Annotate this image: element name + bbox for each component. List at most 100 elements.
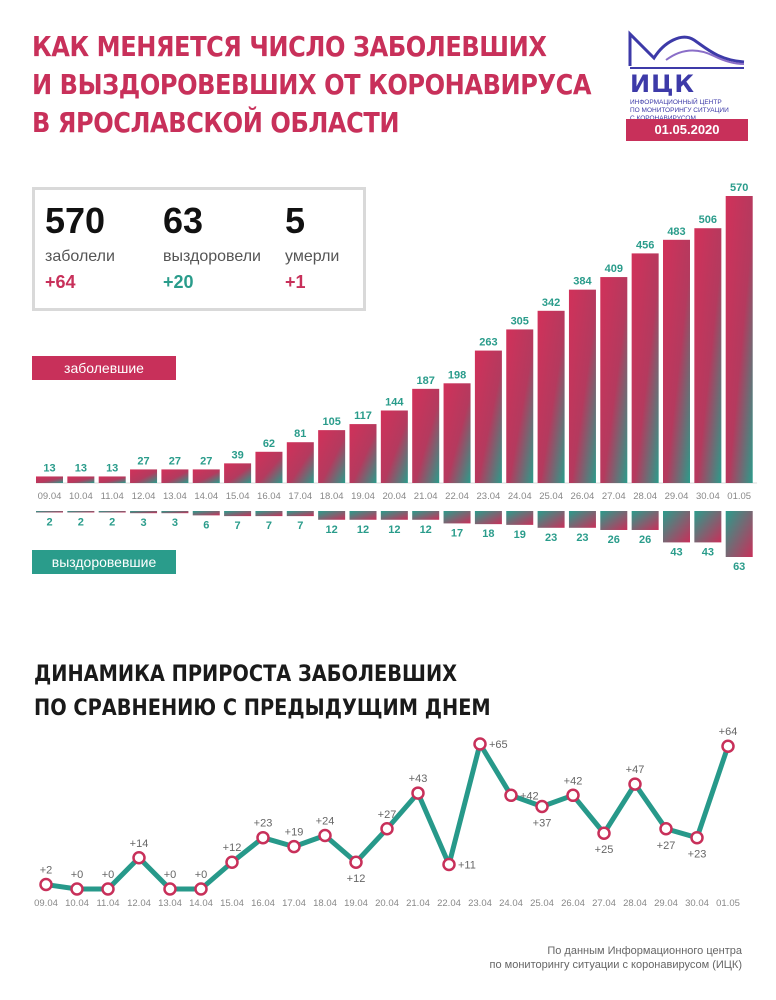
date-tick-24.04: 24.04 bbox=[508, 491, 532, 502]
growth-label-22.04: +11 bbox=[458, 859, 476, 871]
recovered-bar-18.04 bbox=[318, 511, 346, 520]
recovered-value-label-13.04: 3 bbox=[172, 517, 178, 529]
point-25.04 bbox=[535, 799, 549, 814]
infected-bar-24.04 bbox=[506, 329, 534, 483]
stat-recovered: 63 выздоровели +20 bbox=[163, 198, 261, 294]
point-14.04 bbox=[194, 882, 208, 896]
recovered-value-label-12.04: 3 bbox=[140, 517, 146, 529]
infected-value-label-09.04: 13 bbox=[43, 462, 55, 474]
infected-bar-15.04 bbox=[224, 463, 252, 483]
infected-value-label-25.04: 342 bbox=[542, 297, 560, 309]
recovered-bar-25.04 bbox=[537, 511, 565, 528]
infected-value-label-13.04: 27 bbox=[169, 455, 181, 467]
growth-label-27.04: +25 bbox=[595, 844, 614, 856]
line-chart-title-line-1: ДИНАМИКА ПРИРОСТА ЗАБОЛЕВШИХ bbox=[34, 662, 458, 687]
infected-value-label-28.04: 456 bbox=[636, 239, 654, 251]
line-date-tick-01.05: 01.05 bbox=[716, 898, 740, 909]
recovered-value-label-17.04: 7 bbox=[297, 520, 303, 532]
infected-bar-20.04 bbox=[380, 410, 408, 483]
infected-value-label-01.05: 570 bbox=[730, 182, 748, 194]
recovered-bar-20.04 bbox=[380, 511, 408, 520]
recovered-bar-17.04 bbox=[286, 511, 314, 517]
growth-label-01.05: +64 bbox=[719, 726, 738, 738]
infected-value-label-11.04: 13 bbox=[106, 462, 118, 474]
infected-value-label-22.04: 198 bbox=[448, 369, 466, 381]
page-title: КАК МЕНЯЕТСЯ ЧИСЛО ЗАБОЛЕВШИХ И ВЫЗДОРОВ… bbox=[32, 28, 591, 142]
recovered-value: 63 bbox=[163, 200, 204, 241]
point-01.05 bbox=[721, 739, 735, 753]
line-date-tick-15.04: 15.04 bbox=[220, 898, 244, 909]
line-date-tick-12.04: 12.04 bbox=[127, 898, 151, 909]
infected-bar-22.04 bbox=[443, 383, 471, 483]
infected-bar-19.04 bbox=[349, 424, 377, 483]
line-date-tick-10.04: 10.04 bbox=[65, 898, 89, 909]
recovered-bar-28.04 bbox=[631, 511, 659, 530]
infected-value-label-17.04: 81 bbox=[294, 428, 306, 440]
infected-bar-09.04 bbox=[36, 476, 63, 483]
line-date-tick-26.04: 26.04 bbox=[561, 898, 585, 909]
point-12.04 bbox=[132, 851, 146, 865]
date-tick-27.04: 27.04 bbox=[602, 491, 626, 502]
recovered-bar-12.04 bbox=[130, 511, 158, 514]
date-tick-29.04: 29.04 bbox=[665, 491, 689, 502]
point-13.04 bbox=[163, 882, 177, 896]
point-18.04 bbox=[318, 828, 332, 843]
recovered-value-label-27.04: 26 bbox=[608, 534, 620, 546]
growth-label-30.04: +23 bbox=[688, 849, 707, 861]
recovered-bar-23.04 bbox=[474, 511, 502, 525]
infected-bar-28.04 bbox=[631, 253, 659, 483]
growth-label-21.04: +43 bbox=[409, 773, 428, 785]
point-28.04 bbox=[628, 777, 642, 791]
title-line-3: В ЯРОСЛАВСКОЙ ОБЛАСТИ bbox=[32, 106, 400, 139]
recovered-bar-15.04 bbox=[224, 511, 252, 517]
infected-bar-21.04 bbox=[412, 388, 440, 483]
line-date-tick-30.04: 30.04 bbox=[685, 898, 709, 909]
recovered-value-label-09.04: 2 bbox=[46, 517, 52, 529]
infected-bar-23.04 bbox=[474, 350, 502, 483]
point-24.04 bbox=[504, 788, 518, 803]
point-26.04 bbox=[566, 788, 580, 803]
title-line-1: КАК МЕНЯЕТСЯ ЧИСЛО ЗАБОЛЕВШИХ bbox=[32, 30, 547, 63]
recovered-value-label-28.04: 26 bbox=[639, 534, 651, 546]
infected-delta: +64 bbox=[45, 272, 76, 292]
point-10.04 bbox=[70, 882, 84, 896]
infected-value-label-24.04: 305 bbox=[511, 315, 529, 327]
growth-label-24.04: +42 bbox=[520, 790, 539, 802]
infected-bar-27.04 bbox=[600, 277, 628, 483]
recovered-label: выздоровели bbox=[163, 248, 261, 265]
stat-died: 5 умерли +1 bbox=[285, 198, 339, 294]
infected-value-label-23.04: 263 bbox=[479, 337, 497, 349]
date-tick-11.04: 11.04 bbox=[101, 491, 124, 502]
line-date-tick-22.04: 22.04 bbox=[437, 898, 461, 909]
line-date-tick-23.04: 23.04 bbox=[468, 898, 492, 909]
infected-bar-16.04 bbox=[255, 451, 283, 483]
recovered-bar-09.04 bbox=[36, 511, 63, 513]
point-09.04 bbox=[39, 877, 53, 892]
cases-bar-chart: 13 09.04 2 13 10.04 2 13 11.04 2 27 12.04 3 27 13.04 3… bbox=[36, 182, 758, 573]
line-chart-title-line-2: ПО СРАВНЕНИЮ С ПРЕДЫДУЩИМ ДНЕМ bbox=[34, 696, 491, 721]
line-date-tick-24.04: 24.04 bbox=[499, 898, 523, 909]
point-11.04 bbox=[101, 882, 115, 896]
recovered-bar-27.04 bbox=[600, 511, 628, 530]
growth-label-16.04: +23 bbox=[254, 818, 273, 830]
line-date-tick-16.04: 16.04 bbox=[251, 898, 275, 909]
infected-bar-17.04 bbox=[286, 442, 314, 483]
recovered-value-label-18.04: 12 bbox=[326, 524, 338, 536]
growth-label-13.04: +0 bbox=[164, 869, 177, 881]
date-tick-10.04: 10.04 bbox=[69, 491, 93, 502]
line-date-tick-19.04: 19.04 bbox=[344, 898, 368, 909]
infected-bar-10.04 bbox=[67, 476, 95, 483]
infected-value-label-21.04: 187 bbox=[417, 375, 435, 387]
date-tick-23.04: 23.04 bbox=[477, 491, 501, 502]
date-tick-26.04: 26.04 bbox=[571, 491, 595, 502]
date-tick-09.04: 09.04 bbox=[38, 491, 62, 502]
infected-value-label-20.04: 144 bbox=[385, 396, 404, 408]
recovered-value-label-19.04: 12 bbox=[357, 524, 369, 536]
growth-label-18.04: +24 bbox=[316, 815, 335, 827]
growth-label-09.04: +2 bbox=[40, 865, 53, 877]
point-17.04 bbox=[287, 839, 301, 854]
date-tick-20.04: 20.04 bbox=[382, 491, 406, 502]
infected-value-label-14.04: 27 bbox=[200, 455, 212, 467]
logo-abbr: ИЦК bbox=[630, 70, 695, 98]
growth-label-29.04: +27 bbox=[657, 840, 676, 852]
